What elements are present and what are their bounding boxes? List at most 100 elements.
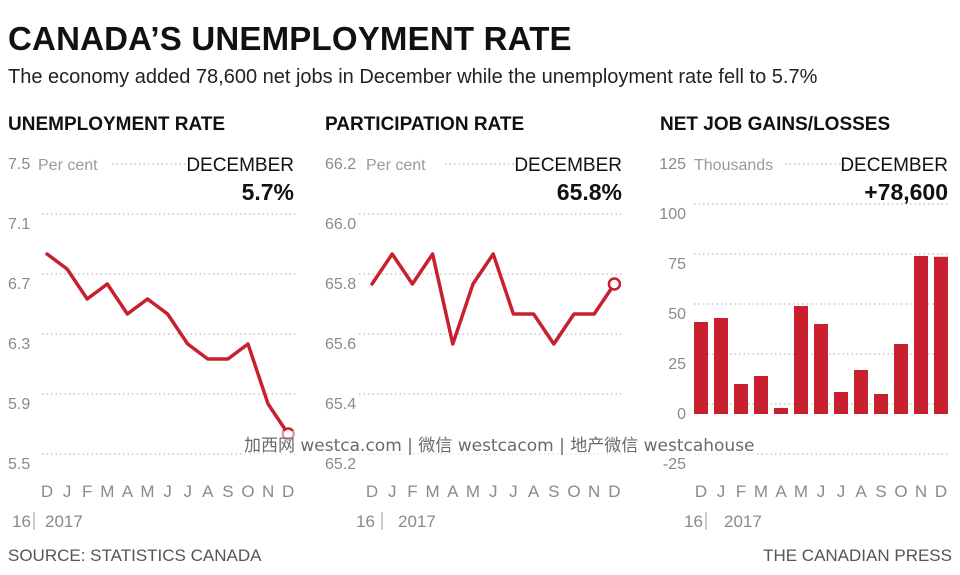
x-tick-label: D [366,482,378,501]
chart-title: NET JOB GAINS/LOSSES [660,114,890,135]
x-tick-label: N [588,482,600,501]
x-tick-label: N [915,482,927,501]
bar [874,394,888,414]
callout-value: +78,600 [864,179,948,205]
chart-title: PARTICIPATION RATE [325,114,524,135]
bar [694,322,708,414]
year-label-2017: 2017 [45,512,83,531]
participation-rate-chart: PARTICIPATION RATE 66.2 66.0 65.8 65.6 65.4 6… [325,114,624,531]
watermark: 加西网 westca.com | 微信 westcacom | 地产微信 wes… [244,431,755,456]
x-tick-label: J [63,482,72,501]
y-tick-label: 0 [677,406,686,423]
bar [734,384,748,414]
unit-label: Per cent [366,157,426,174]
x-tick-label: M [794,482,808,501]
x-tick-label: A [528,482,540,501]
x-tick-label: F [407,482,417,501]
x-tick-label: M [426,482,440,501]
bar [914,256,928,414]
x-tick-label: A [202,482,214,501]
y-tick-label: 5.5 [8,456,30,473]
bar [814,324,828,414]
data-point-december [607,277,622,291]
year-label-2017: 2017 [724,512,762,531]
x-tick-label: S [222,482,233,501]
callout-label: DECEMBER [514,155,622,176]
bar [854,370,868,414]
y-tick-label: 50 [668,306,686,323]
x-tick-label: O [241,482,254,501]
x-tick-label: J [717,482,726,501]
x-tick-label: J [817,482,826,501]
net-job-gains-chart: NET JOB GAINS/LOSSES 125 100 75 50 25 0 -25 Th… [659,114,948,531]
bar [794,306,808,414]
x-tick-label: D [608,482,620,501]
bar [834,392,848,414]
unit-label: Per cent [38,157,98,174]
x-tick-label: J [183,482,192,501]
y-tick-label: 125 [659,156,686,173]
year-label-2016: 16 [356,512,375,531]
x-tick-label: F [82,482,92,501]
bar [934,256,948,414]
x-tick-label: M [466,482,480,501]
x-tick-label: M [140,482,154,501]
series-line [370,252,617,346]
x-tick-label: N [262,482,274,501]
bar [754,376,768,414]
bar [774,408,788,414]
y-tick-label: -25 [663,456,686,473]
y-tick-label: 6.3 [8,336,30,353]
page-title: CANADA’S UNEMPLOYMENT RATE [8,20,572,57]
y-tick-label: 66.2 [325,156,356,173]
bar [894,344,908,414]
chart-title: UNEMPLOYMENT RATE [8,114,225,135]
year-label-2016: 16 [684,512,703,531]
y-tick-label: 7.1 [8,216,30,233]
callout-label: DECEMBER [840,155,948,176]
x-tick-label: D [41,482,53,501]
callout-value: 5.7% [242,179,294,205]
source-note: SOURCE: STATISTICS CANADA [8,546,262,565]
y-tick-label: 65.4 [325,396,356,413]
x-tick-label: A [775,482,787,501]
y-tick-label: 100 [659,206,686,223]
y-tick-label: 7.5 [8,156,30,173]
bar [714,318,728,414]
x-tick-label: D [282,482,294,501]
x-tick-label: J [837,482,846,501]
x-tick-label: S [548,482,559,501]
callout-value: 65.8% [557,179,622,205]
x-tick-label: A [855,482,867,501]
x-tick-label: J [509,482,518,501]
credit-note: THE CANADIAN PRESS [763,546,952,565]
x-tick-label: M [100,482,114,501]
y-tick-label: 65.6 [325,336,356,353]
x-tick-label: J [163,482,172,501]
year-label-2016: 16 [12,512,31,531]
y-tick-label: 25 [668,356,686,373]
x-tick-label: A [447,482,459,501]
x-tick-label: J [388,482,397,501]
x-tick-label: S [875,482,886,501]
callout-label: DECEMBER [186,155,294,176]
unit-label: Thousands [694,157,773,174]
x-tick-label: D [695,482,707,501]
y-tick-label: 75 [668,256,686,273]
x-tick-label: O [894,482,907,501]
y-tick-label: 5.9 [8,396,30,413]
year-label-2017: 2017 [398,512,436,531]
page-subtitle: The economy added 78,600 net jobs in Dec… [8,66,818,88]
series-line [45,252,290,436]
x-tick-label: F [736,482,746,501]
x-tick-label: J [489,482,498,501]
y-tick-label: 65.2 [325,456,356,473]
x-tick-label: O [567,482,580,501]
x-tick-label: D [935,482,947,501]
y-tick-label: 6.7 [8,276,30,293]
y-tick-label: 65.8 [325,276,356,293]
unemployment-rate-chart: UNEMPLOYMENT RATE 7.5 7.1 6.7 6.3 5.9 5.5 Per… [8,114,296,531]
x-tick-label: A [122,482,134,501]
x-tick-label: M [754,482,768,501]
y-tick-label: 66.0 [325,216,356,233]
